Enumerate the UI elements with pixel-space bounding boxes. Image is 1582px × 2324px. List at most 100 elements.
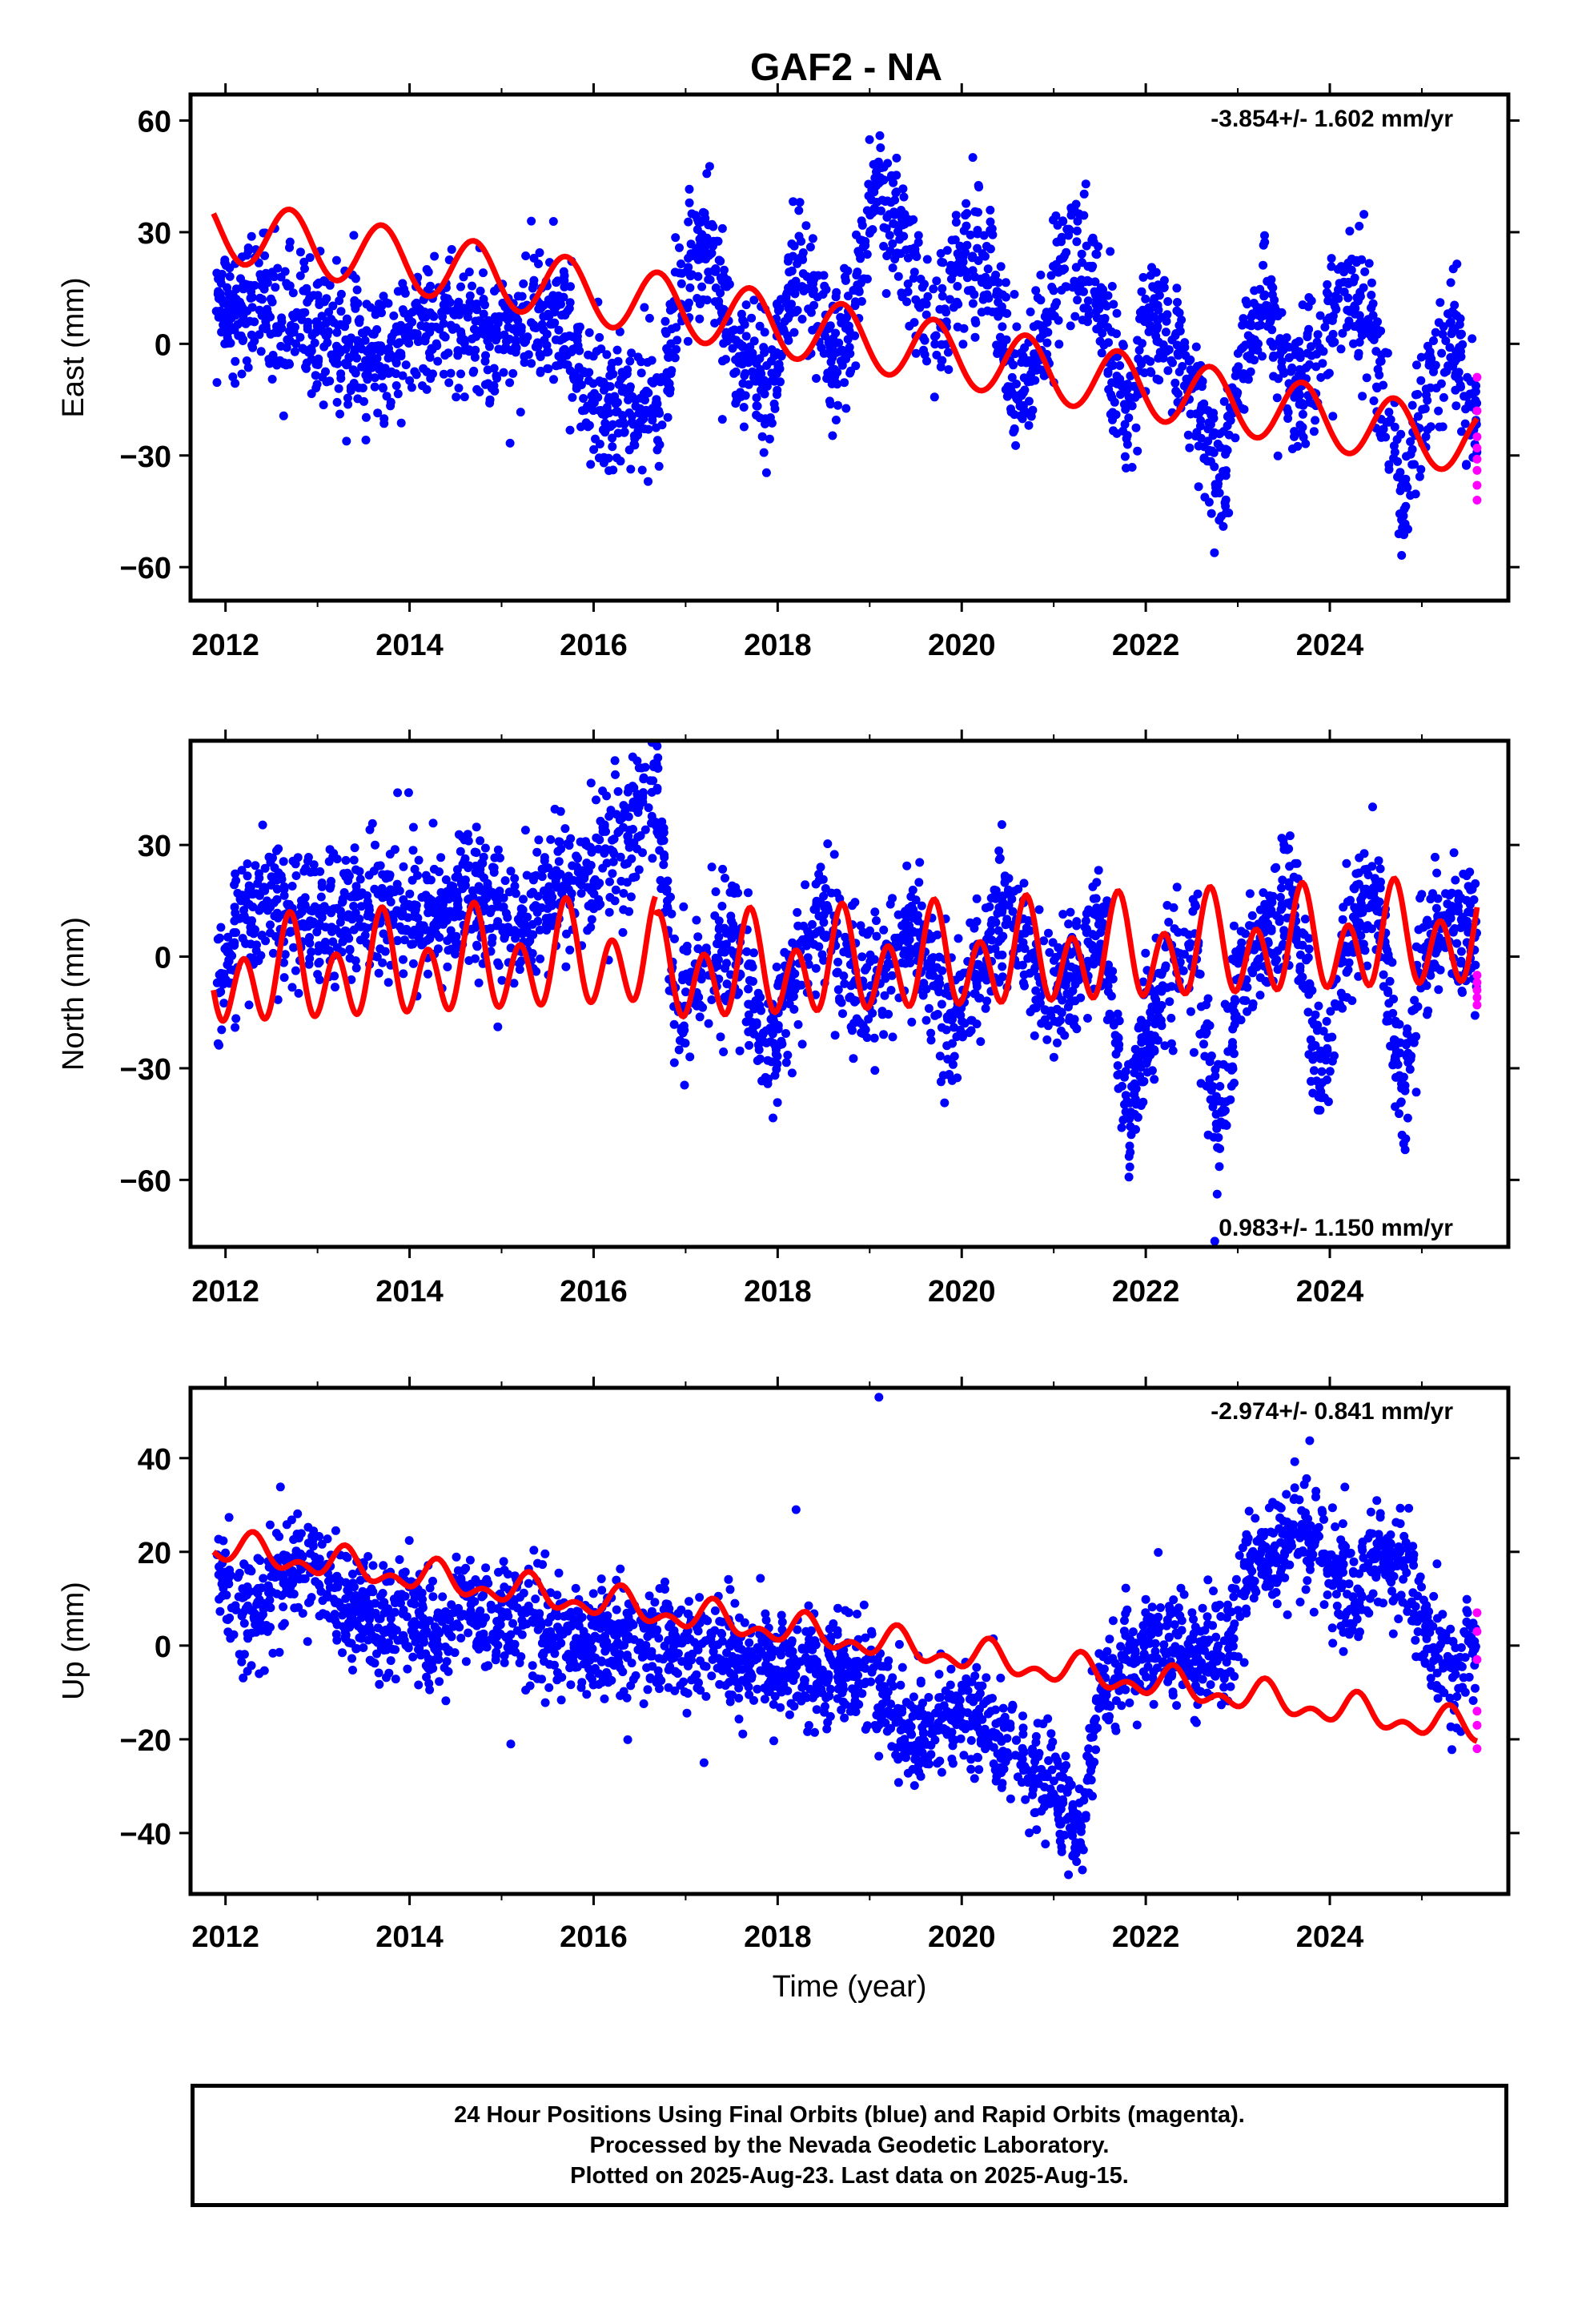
north-marks <box>211 741 1482 1246</box>
final-point <box>399 969 408 979</box>
final-point <box>504 323 513 332</box>
final-point <box>670 353 680 363</box>
final-point <box>898 930 908 939</box>
final-point <box>1010 391 1020 400</box>
final-point <box>1207 410 1216 420</box>
final-point <box>1010 887 1019 896</box>
final-point <box>1371 347 1381 356</box>
final-point <box>953 282 962 291</box>
final-point <box>887 171 896 180</box>
final-point <box>1049 1052 1058 1062</box>
final-point <box>1367 862 1377 871</box>
final-point <box>316 892 326 902</box>
final-point <box>996 262 1006 271</box>
final-point <box>872 916 881 926</box>
final-point <box>870 1066 880 1076</box>
final-point <box>1287 367 1296 376</box>
final-point <box>1252 963 1262 971</box>
final-point <box>1279 367 1288 376</box>
final-point <box>825 396 834 406</box>
final-point <box>986 217 995 227</box>
final-point <box>422 265 432 274</box>
final-point <box>1373 317 1382 327</box>
final-point <box>1054 316 1063 325</box>
final-point <box>1291 345 1300 354</box>
final-point <box>841 275 850 285</box>
final-point <box>713 939 723 948</box>
final-point <box>634 408 644 418</box>
final-point <box>794 206 804 215</box>
final-point <box>770 1071 780 1080</box>
final-point <box>408 939 418 949</box>
final-point <box>361 412 371 422</box>
final-point <box>625 356 635 366</box>
final-point <box>855 1018 865 1027</box>
final-point <box>808 234 817 243</box>
final-point <box>958 257 968 267</box>
final-point <box>437 308 447 317</box>
final-point <box>464 267 474 277</box>
x-tick-label: 2024 <box>1296 629 1364 662</box>
final-point <box>336 307 346 316</box>
final-point <box>355 875 365 884</box>
final-point <box>1413 389 1423 399</box>
final-point <box>494 344 504 354</box>
final-point <box>1052 237 1062 247</box>
final-point <box>843 292 853 301</box>
final-point <box>976 1037 986 1047</box>
final-point <box>521 251 531 260</box>
final-point <box>828 431 837 440</box>
final-point <box>1359 884 1369 894</box>
final-point <box>539 312 548 321</box>
final-point <box>984 929 994 939</box>
final-point <box>620 859 629 869</box>
final-point <box>267 267 277 277</box>
final-point <box>895 222 904 231</box>
final-point <box>1040 1005 1050 1015</box>
final-point <box>263 896 271 906</box>
final-point <box>968 299 978 308</box>
final-point <box>1175 326 1185 336</box>
final-point <box>1009 360 1018 370</box>
final-point <box>1065 998 1074 1007</box>
final-point <box>909 318 919 328</box>
final-point <box>393 788 403 798</box>
final-point <box>916 275 926 283</box>
final-point <box>995 854 1005 863</box>
final-point <box>677 279 686 288</box>
final-point <box>1206 420 1215 429</box>
final-point <box>332 397 342 407</box>
final-point <box>248 903 258 911</box>
final-point <box>797 315 807 324</box>
final-point <box>1238 320 1247 330</box>
final-point <box>523 332 532 342</box>
final-point <box>970 316 980 325</box>
final-point <box>1226 416 1235 425</box>
final-point <box>1210 1236 1219 1246</box>
final-point <box>1259 240 1268 250</box>
final-point <box>693 991 702 1000</box>
final-point <box>920 336 930 345</box>
final-point <box>702 296 712 305</box>
final-point <box>464 836 473 846</box>
final-point <box>472 384 482 394</box>
final-point <box>1439 911 1449 920</box>
final-point <box>1265 317 1275 327</box>
final-point <box>603 423 612 432</box>
final-point <box>1211 1065 1220 1075</box>
final-point <box>717 415 727 424</box>
final-point <box>1207 509 1216 518</box>
final-point <box>1247 321 1256 331</box>
final-point <box>712 236 721 246</box>
final-point <box>428 311 437 320</box>
final-point <box>1429 367 1438 376</box>
final-point <box>843 335 853 344</box>
final-point <box>283 899 292 909</box>
east-gridlayer <box>211 131 1482 560</box>
final-point <box>451 949 460 959</box>
final-point <box>1411 1088 1421 1097</box>
final-point <box>239 335 248 344</box>
final-point <box>499 368 508 377</box>
final-point <box>1010 290 1019 299</box>
